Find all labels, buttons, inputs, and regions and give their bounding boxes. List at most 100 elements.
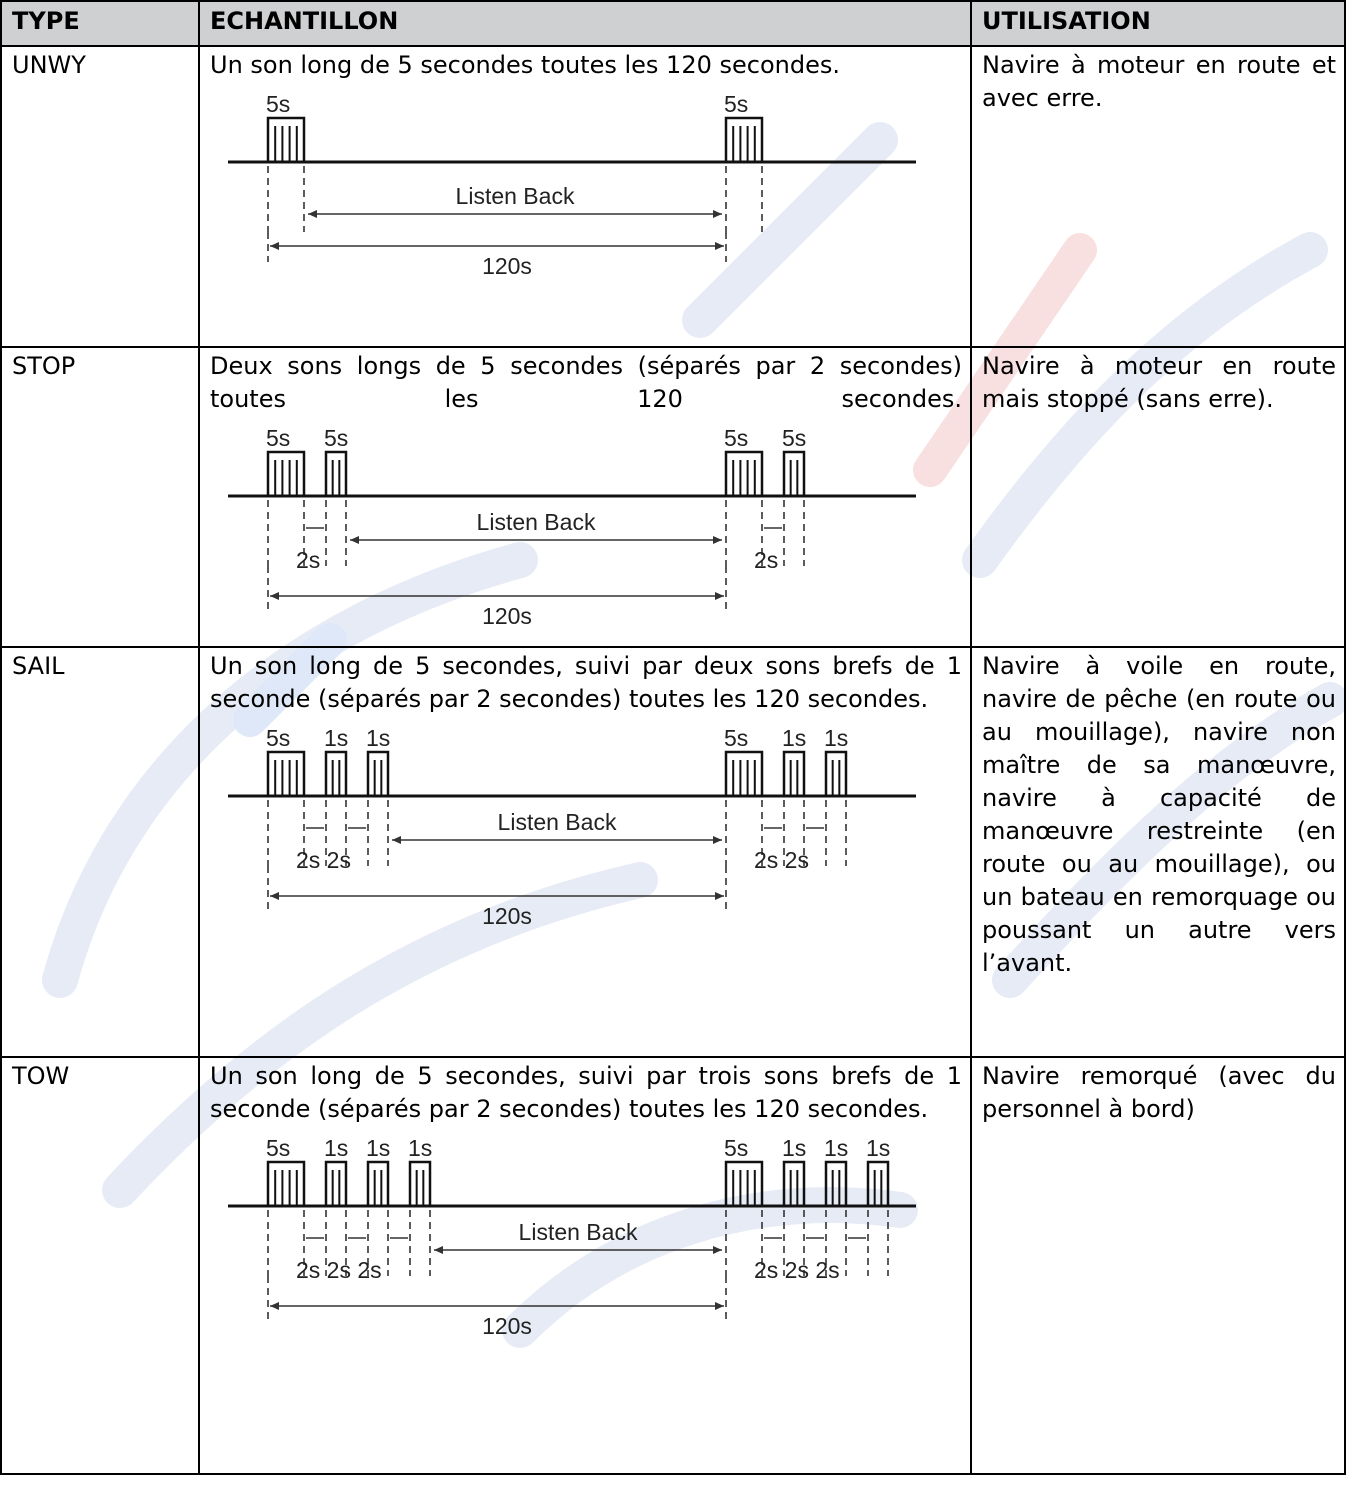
listen-back-arrow-head-right — [713, 1246, 722, 1254]
sound-pulse — [782, 450, 806, 496]
sound-pulse — [866, 1160, 890, 1206]
pulse-duration-label: 5s — [724, 1135, 748, 1161]
listen-back-arrow-head-left — [392, 836, 401, 844]
type-cell: UNWY — [0, 45, 200, 348]
pulse-duration-label: 1s — [366, 725, 390, 751]
usage-cell: Navire remorqué (avec du personnel à bor… — [970, 1056, 1346, 1475]
sound-pulse — [724, 750, 764, 796]
sample-description: Deux sons longs de 5 secondes (séparés p… — [210, 352, 962, 413]
signal-diagram-stop: 5s 5s 2s 5s 5s 2s Listen Back 120s — [228, 425, 916, 629]
period-arrow-head-left — [270, 892, 279, 900]
period-arrow-head-left — [270, 242, 279, 250]
sound-pulse — [266, 1160, 306, 1206]
sound-pulse — [324, 1160, 348, 1206]
signal-table: TYPE ECHANTILLON UTILISATION UNWY Un son… — [0, 0, 1346, 1475]
pulse-duration-label: 5s — [724, 725, 748, 751]
gap-duration-label: 2s 2s — [754, 847, 809, 873]
sound-pulse — [324, 750, 348, 796]
listen-back-label: Listen Back — [477, 509, 596, 535]
gap-duration-label: 2s — [754, 547, 778, 573]
sample-description: Un son long de 5 secondes, suivi par deu… — [210, 652, 962, 713]
gap-duration-label: 2s 2s — [296, 847, 351, 873]
sound-pulse — [724, 1160, 764, 1206]
sound-pulse — [266, 116, 306, 162]
sound-pulse — [324, 450, 348, 496]
pulse-duration-label: 1s — [324, 725, 348, 751]
header-sample: ECHANTILLON — [198, 0, 972, 47]
usage-text: Navire à moteur en route mais stoppé (sa… — [982, 352, 1336, 413]
listen-back-arrow-head-left — [434, 1246, 443, 1254]
pulse-duration-label: 1s — [408, 1135, 432, 1161]
sound-pulse — [266, 750, 306, 796]
period-arrow-head-right — [715, 242, 724, 250]
table-row-tow: TOW Un son long de 5 secondes, suivi par… — [0, 1056, 1346, 1475]
period-arrow-head-right — [715, 1302, 724, 1310]
pulse-duration-label: 1s — [824, 725, 848, 751]
header-usage: UTILISATION — [970, 0, 1346, 47]
listen-back-arrow-head-right — [713, 836, 722, 844]
pulse-duration-label: 5s — [266, 425, 290, 451]
pulse-duration-label: 5s — [266, 1135, 290, 1161]
listen-back-arrow-head-right — [713, 536, 722, 544]
gap-duration-label: 2s — [296, 547, 320, 573]
pulse-duration-label: 5s — [724, 91, 748, 117]
table-row-sail: SAIL Un son long de 5 secondes, suivi pa… — [0, 646, 1346, 1058]
usage-cell: Navire à moteur en route et avec erre. — [970, 45, 1346, 348]
listen-back-label: Listen Back — [519, 1219, 638, 1245]
listen-back-arrow-head-left — [350, 536, 359, 544]
sound-pulse — [366, 750, 390, 796]
sound-pulse — [408, 1160, 432, 1206]
table-header-row: TYPE ECHANTILLON UTILISATION — [0, 0, 1346, 47]
pulse-duration-label: 1s — [824, 1135, 848, 1161]
listen-back-arrow-head-right — [713, 210, 722, 218]
pulse-duration-label: 1s — [324, 1135, 348, 1161]
sample-cell: Un son long de 5 secondes toutes les 120… — [198, 45, 972, 348]
usage-cell: Navire à voile en route, navire de pêche… — [970, 646, 1346, 1058]
usage-text: Navire à voile en route, navire de pêche… — [982, 652, 1336, 977]
period-label: 120s — [482, 253, 532, 279]
period-label: 120s — [482, 1313, 532, 1339]
type-cell: SAIL — [0, 646, 200, 1058]
sample-cell: Deux sons longs de 5 secondes (séparés p… — [198, 346, 972, 648]
gap-duration-label: 2s 2s 2s — [296, 1257, 382, 1283]
period-label: 120s — [482, 603, 532, 629]
pulse-duration-label: 5s — [724, 425, 748, 451]
sound-pulse — [782, 1160, 806, 1206]
listen-back-arrow-head-left — [308, 210, 317, 218]
sound-pulse — [366, 1160, 390, 1206]
signal-diagram-sail: 5s 1s 1s 2s 2s 5s 1s 1s 2s 2s Listen Back 120s — [228, 725, 916, 929]
sample-cell: Un son long de 5 secondes, suivi par tro… — [198, 1056, 972, 1475]
type-cell: STOP — [0, 346, 200, 648]
sound-pulse — [266, 450, 306, 496]
sample-cell: Un son long de 5 secondes, suivi par deu… — [198, 646, 972, 1058]
pulse-duration-label: 5s — [266, 725, 290, 751]
gap-duration-label: 2s 2s 2s — [754, 1257, 840, 1283]
pulse-duration-label: 5s — [782, 425, 806, 451]
period-arrow-head-left — [270, 1302, 279, 1310]
sound-pulse — [724, 450, 764, 496]
table-row-stop: STOP Deux sons longs de 5 secondes (sépa… — [0, 346, 1346, 648]
sample-description: Un son long de 5 secondes toutes les 120… — [210, 51, 840, 79]
sound-pulse — [724, 116, 764, 162]
header-type: TYPE — [0, 0, 200, 47]
pulse-duration-label: 1s — [866, 1135, 890, 1161]
period-arrow-head-right — [715, 592, 724, 600]
sound-pulse — [824, 750, 848, 796]
sample-description: Un son long de 5 secondes, suivi par tro… — [210, 1062, 962, 1123]
pulse-duration-label: 1s — [782, 1135, 806, 1161]
period-arrow-head-right — [715, 892, 724, 900]
listen-back-label: Listen Back — [456, 183, 575, 209]
signal-diagram-unwy: 5s 5s Listen Back 120s — [228, 91, 916, 279]
pulse-duration-label: 5s — [266, 91, 290, 117]
pulse-duration-label: 1s — [366, 1135, 390, 1161]
sound-pulse — [782, 750, 806, 796]
table-row-unwy: UNWY Un son long de 5 secondes toutes le… — [0, 45, 1346, 348]
usage-text: Navire remorqué (avec du personnel à bor… — [982, 1062, 1336, 1123]
sound-pulse — [824, 1160, 848, 1206]
usage-text: Navire à moteur en route et avec erre. — [982, 51, 1336, 112]
period-arrow-head-left — [270, 592, 279, 600]
listen-back-label: Listen Back — [498, 809, 617, 835]
usage-cell: Navire à moteur en route mais stoppé (sa… — [970, 346, 1346, 648]
type-cell: TOW — [0, 1056, 200, 1475]
pulse-duration-label: 5s — [324, 425, 348, 451]
